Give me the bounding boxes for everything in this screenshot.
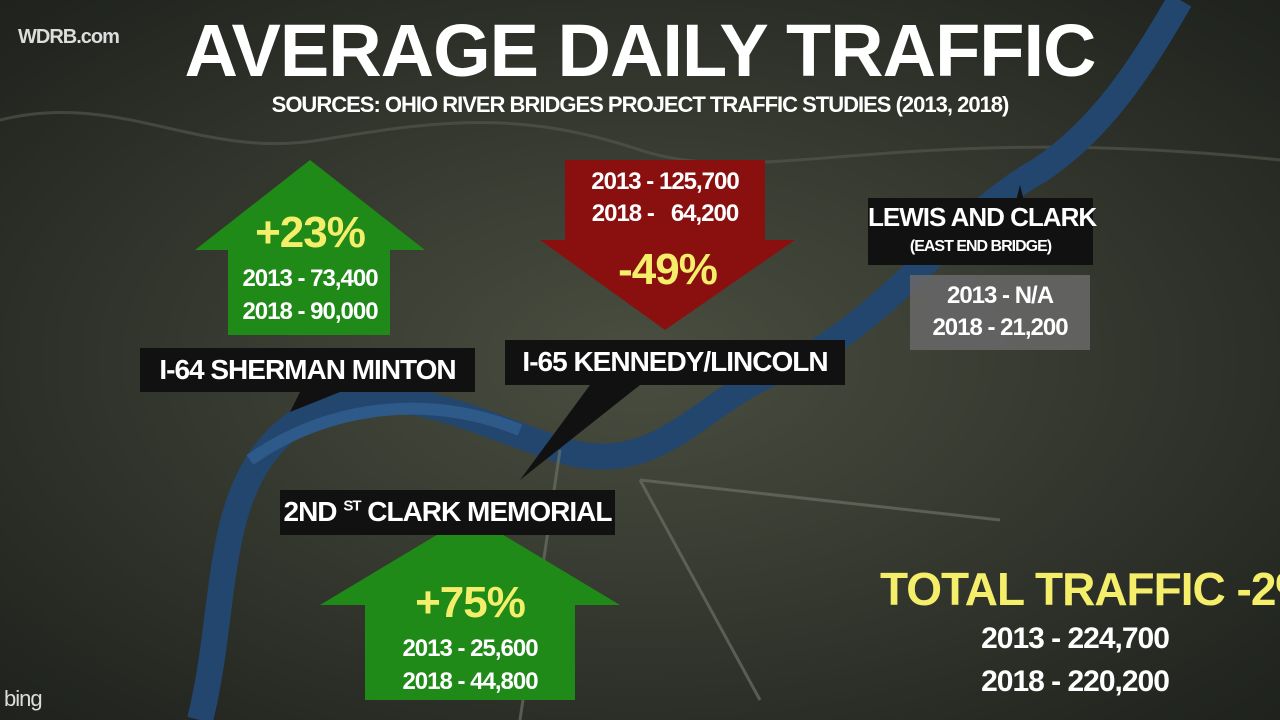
pointer <box>290 392 340 412</box>
total-text: TOTAL TRAFFIC <box>880 563 1226 615</box>
change: +23% <box>255 208 366 257</box>
count: 2013 - 25,600 <box>402 635 538 662</box>
count: 2018 - 64,200 <box>591 200 739 227</box>
count: 2018 - 44,800 <box>402 668 538 695</box>
pointer <box>1000 185 1040 265</box>
change: +75% <box>415 578 526 627</box>
label-box <box>280 490 615 535</box>
total-change: -2% <box>1236 563 1280 615</box>
label-box <box>868 198 1093 265</box>
label-box <box>140 348 475 392</box>
change: -49% <box>618 245 718 294</box>
total-label: TOTAL TRAFFIC -2% <box>880 562 1280 616</box>
watermark: WDRB.com <box>18 26 120 48</box>
bridge-name: LEWIS AND CLARK <box>868 202 1097 232</box>
bridge-subname: (EAST END BRIDGE) <box>909 238 1052 255</box>
up-arrow <box>195 160 425 335</box>
count: 2013 - N/A <box>946 282 1054 309</box>
total-count: 2013 - 224,700 <box>981 622 1170 655</box>
count: 2018 - 21,200 <box>932 314 1068 341</box>
info-box <box>910 275 1090 350</box>
down-arrow <box>540 160 795 330</box>
title: AVERAGE DAILY TRAFFIC <box>184 9 1097 92</box>
subtitle: SOURCES: OHIO RIVER BRIDGES PROJECT TRAF… <box>271 92 1010 117</box>
total-count: 2018 - 220,200 <box>981 665 1170 698</box>
label-box <box>505 340 845 385</box>
pointer <box>520 385 640 480</box>
count: 2013 - 73,400 <box>242 265 378 292</box>
bridge-name: I-65 KENNEDY/LINCOLN <box>522 346 828 377</box>
name-part: 2ND <box>283 496 338 527</box>
count: 2018 - 90,000 <box>242 298 378 325</box>
map-logo: bing <box>4 686 43 711</box>
superscript: ST <box>343 497 361 515</box>
count: 2013 - 125,700 <box>591 168 739 195</box>
bridge-name: 2ND ST CLARK MEMORIAL <box>280 496 615 528</box>
bridge-name: I-64 SHERMAN MINTON <box>159 354 456 385</box>
up-arrow <box>320 515 620 700</box>
name-part: CLARK MEMORIAL <box>367 496 612 527</box>
